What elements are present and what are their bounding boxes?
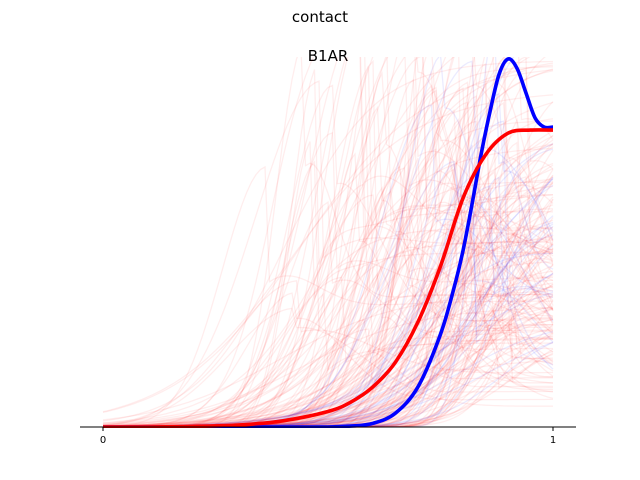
figure-title: contact xyxy=(292,8,348,26)
background-trace xyxy=(102,165,554,428)
background-trace xyxy=(103,236,554,427)
background-trace xyxy=(102,292,553,428)
background-trace xyxy=(103,57,406,428)
x-tick-label: 0 xyxy=(100,435,106,446)
background-trace xyxy=(102,62,554,426)
background-trace xyxy=(103,276,554,428)
background-trace xyxy=(102,307,554,424)
background-trace xyxy=(103,164,554,427)
background-trace xyxy=(102,57,531,425)
background-trace xyxy=(102,282,554,427)
background-trace xyxy=(102,293,554,421)
background-trace xyxy=(102,239,554,426)
background-trace xyxy=(102,57,455,424)
background-trace xyxy=(102,60,554,422)
background-trace xyxy=(102,80,554,427)
x-tick-label: 1 xyxy=(550,435,556,446)
background-trace xyxy=(102,94,554,413)
background-trace xyxy=(102,64,554,427)
background-trace xyxy=(103,185,554,427)
background-trace xyxy=(102,146,554,427)
background-trace xyxy=(102,270,554,427)
red-mean-line xyxy=(102,128,554,428)
background-trace xyxy=(102,135,554,428)
background-trace xyxy=(102,227,553,428)
background-trace xyxy=(103,57,315,428)
background-trace xyxy=(102,68,554,427)
background-trace xyxy=(102,307,553,426)
background-trace xyxy=(102,101,554,426)
background-trace xyxy=(102,147,554,427)
background-trace xyxy=(102,168,554,427)
background-trace xyxy=(102,209,554,427)
background-trace xyxy=(103,285,554,427)
background-trace xyxy=(102,69,554,414)
chart-title: B1AR xyxy=(308,47,349,65)
background-trace xyxy=(102,280,553,426)
